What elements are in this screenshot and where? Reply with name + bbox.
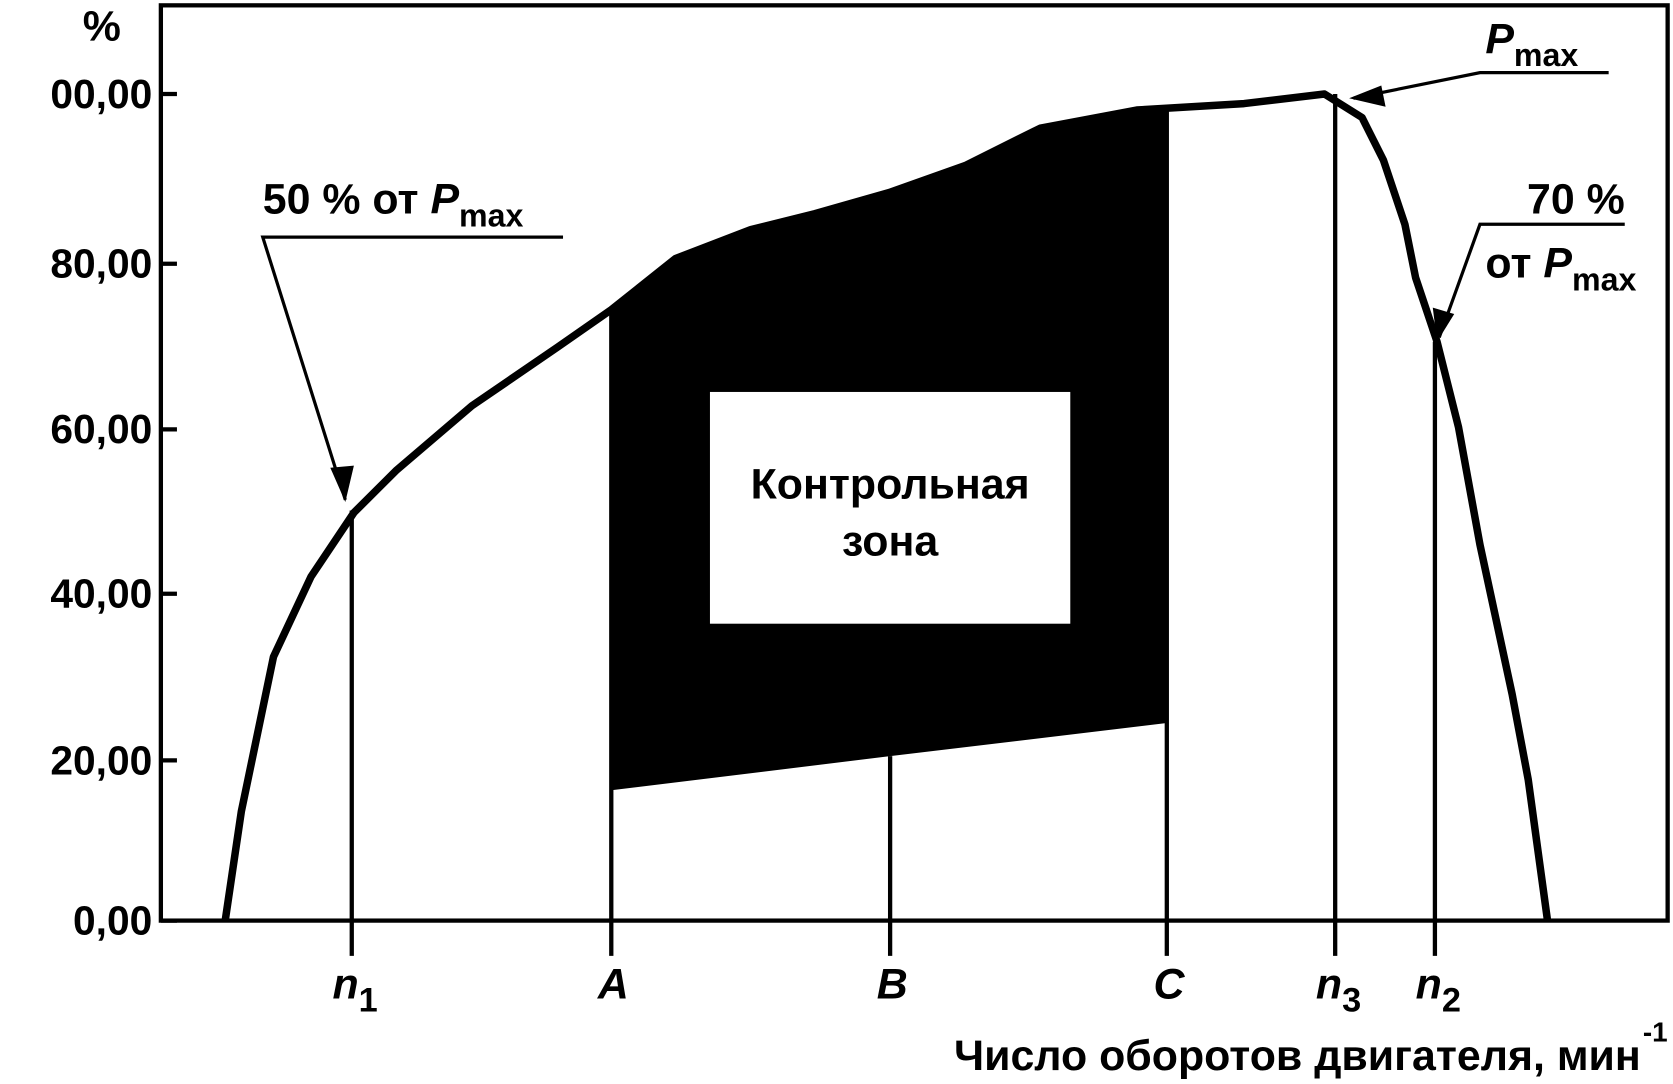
x-tick-name: A	[597, 961, 629, 1009]
x-tick-label: B	[877, 961, 908, 1009]
y-tick-label: 20,00	[50, 737, 152, 783]
x-tick-name: n	[332, 961, 358, 1009]
ann-sub: max	[1514, 37, 1579, 73]
x-tick-label: A	[597, 961, 629, 1009]
power-curve	[221, 90, 1552, 922]
ann-text: 50 % от	[263, 176, 431, 224]
x-tick-label: C	[1153, 961, 1185, 1009]
annotation-pmax: Pmax	[1485, 15, 1578, 73]
leader	[260, 235, 564, 501]
annotation-50: 50 % от Pmax	[263, 176, 524, 234]
annotation-70: от Pmax	[1485, 240, 1636, 298]
x-axis-label: Число оборотов двигателя, мин	[954, 1032, 1641, 1080]
x-label-power: -1	[1643, 1016, 1668, 1047]
y-tick-label: 0,00	[73, 898, 152, 944]
x-tick-label: n1	[332, 961, 377, 1020]
y-tick-label: 40,00	[50, 571, 152, 617]
plot-frame	[158, 3, 1670, 923]
leader	[1353, 71, 1609, 100]
y-unit: %	[83, 3, 121, 51]
y-tick-label: 80,00	[50, 241, 152, 287]
arrowhead	[1349, 85, 1386, 107]
x-tick-name: n	[1416, 961, 1442, 1009]
ann-text: от	[1485, 240, 1543, 288]
ann-sub: max	[459, 197, 524, 233]
leader	[1437, 222, 1625, 339]
ann-sub: max	[1572, 262, 1637, 298]
arrowhead	[1432, 307, 1455, 342]
y-tick-label: 00,00	[50, 71, 152, 117]
x-tick-name: n	[1316, 961, 1342, 1009]
y-tick-label: 60,00	[50, 406, 152, 452]
x-tick-name: C	[1153, 961, 1185, 1009]
zone-label: зона	[842, 517, 939, 565]
x-label-text: Число оборотов двигателя, мин	[954, 1032, 1641, 1080]
ann-symbol: P	[1543, 240, 1572, 288]
ann-symbol: P	[430, 176, 459, 224]
arrowhead	[330, 465, 354, 502]
x-tick-label: n2	[1416, 961, 1461, 1020]
x-tick-sub: 3	[1342, 981, 1361, 1019]
annotation-70: 70 %	[1527, 176, 1625, 224]
x-tick-sub: 1	[359, 981, 378, 1019]
y-ticks: 0,00 20,00 40,00 60,00 80,00 00,00	[50, 71, 177, 944]
verticals	[349, 93, 1438, 956]
x-tick-name: B	[877, 961, 908, 1009]
arrowheads	[330, 85, 1455, 502]
x-tick-label: n3	[1316, 961, 1361, 1020]
ann-symbol: P	[1485, 15, 1514, 63]
zone-label: Контрольная	[751, 461, 1030, 509]
leaders	[260, 71, 1625, 501]
zone-box	[709, 391, 1071, 624]
x-tick-sub: 2	[1442, 981, 1461, 1019]
